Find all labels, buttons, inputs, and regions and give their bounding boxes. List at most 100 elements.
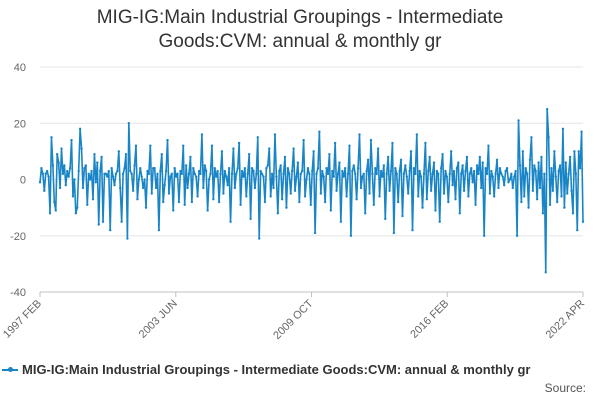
data-point[interactable] <box>126 237 129 240</box>
data-point[interactable] <box>300 169 304 173</box>
data-point[interactable] <box>537 161 540 164</box>
data-point[interactable] <box>176 172 179 176</box>
data-point[interactable] <box>531 189 535 192</box>
data-point[interactable] <box>424 141 427 145</box>
data-point[interactable] <box>482 234 486 237</box>
data-point[interactable] <box>535 197 539 201</box>
data-point[interactable] <box>382 164 386 167</box>
data-point[interactable] <box>190 200 194 204</box>
data-point[interactable] <box>576 228 579 232</box>
data-point[interactable] <box>258 237 261 240</box>
data-point[interactable] <box>253 186 257 190</box>
data-point[interactable] <box>131 189 135 192</box>
data-point[interactable] <box>338 161 341 164</box>
data-point[interactable] <box>566 192 569 195</box>
data-point[interactable] <box>91 197 95 201</box>
data-point[interactable] <box>134 144 138 147</box>
data-point[interactable] <box>427 169 430 173</box>
data-point[interactable] <box>547 136 550 139</box>
data-point[interactable] <box>93 152 96 156</box>
data-point[interactable] <box>213 167 216 170</box>
data-point[interactable] <box>38 181 42 184</box>
data-point[interactable] <box>351 169 354 173</box>
data-point[interactable] <box>492 195 496 198</box>
data-point[interactable] <box>391 141 394 145</box>
data-point[interactable] <box>348 144 351 147</box>
data-point[interactable] <box>331 169 334 173</box>
data-point[interactable] <box>186 186 189 190</box>
data-point[interactable] <box>379 169 383 173</box>
data-point[interactable] <box>438 220 441 223</box>
data-point[interactable] <box>119 186 122 190</box>
data-point[interactable] <box>385 172 388 176</box>
data-point[interactable] <box>212 197 215 201</box>
data-point[interactable] <box>557 169 560 173</box>
data-point[interactable] <box>510 172 513 176</box>
data-point[interactable] <box>86 203 89 207</box>
data-point[interactable] <box>484 167 487 170</box>
data-point[interactable] <box>157 228 161 232</box>
data-point[interactable] <box>316 167 320 170</box>
data-point[interactable] <box>154 186 158 190</box>
data-point[interactable] <box>528 158 532 162</box>
data-point[interactable] <box>196 195 199 198</box>
data-point[interactable] <box>146 169 149 173</box>
data-point[interactable] <box>571 212 575 215</box>
data-point[interactable] <box>44 172 47 176</box>
data-point[interactable] <box>396 200 400 204</box>
data-point[interactable] <box>319 192 323 195</box>
data-point[interactable] <box>346 172 350 176</box>
data-point[interactable] <box>500 172 503 176</box>
data-point[interactable] <box>457 161 460 164</box>
data-point[interactable] <box>127 122 131 125</box>
data-point[interactable] <box>183 203 186 207</box>
data-point[interactable] <box>47 175 50 178</box>
data-point[interactable] <box>203 164 206 167</box>
data-point[interactable] <box>415 133 418 136</box>
data-point[interactable] <box>504 169 507 173</box>
data-point[interactable] <box>570 189 573 192</box>
data-point[interactable] <box>553 150 556 153</box>
data-point[interactable] <box>488 192 492 195</box>
data-point[interactable] <box>455 167 459 170</box>
data-point[interactable] <box>295 175 298 178</box>
data-point[interactable] <box>263 200 267 204</box>
data-point[interactable] <box>121 172 125 176</box>
data-point[interactable] <box>371 172 374 176</box>
data-point[interactable] <box>358 133 361 136</box>
data-point[interactable] <box>354 172 357 176</box>
data-point[interactable] <box>96 161 99 164</box>
data-point[interactable] <box>50 136 53 139</box>
data-point[interactable] <box>442 192 446 195</box>
data-point[interactable] <box>136 197 139 201</box>
data-point[interactable] <box>474 203 477 207</box>
data-point[interactable] <box>139 167 142 170</box>
data-point[interactable] <box>561 127 565 131</box>
data-point[interactable] <box>323 200 327 204</box>
data-point[interactable] <box>322 175 325 178</box>
data-point[interactable] <box>326 172 330 176</box>
data-point[interactable] <box>302 138 305 142</box>
data-point[interactable] <box>518 164 522 167</box>
data-point[interactable] <box>345 195 348 198</box>
data-point[interactable] <box>399 158 403 162</box>
data-point[interactable] <box>269 195 272 198</box>
data-point[interactable] <box>236 167 239 170</box>
data-point[interactable] <box>164 169 168 173</box>
data-point[interactable] <box>278 169 281 173</box>
data-point[interactable] <box>143 178 146 181</box>
data-point[interactable] <box>471 181 474 184</box>
data-point[interactable] <box>41 172 45 176</box>
data-point[interactable] <box>74 212 78 215</box>
data-point[interactable] <box>392 231 396 235</box>
data-point[interactable] <box>312 150 315 153</box>
data-point[interactable] <box>468 172 472 176</box>
data-point[interactable] <box>432 161 436 164</box>
data-point[interactable] <box>298 200 301 204</box>
data-point[interactable] <box>242 175 245 178</box>
data-point[interactable] <box>445 175 449 178</box>
data-point[interactable] <box>200 133 204 136</box>
data-point[interactable] <box>398 169 401 173</box>
data-point[interactable] <box>449 150 453 153</box>
data-point[interactable] <box>318 130 321 133</box>
